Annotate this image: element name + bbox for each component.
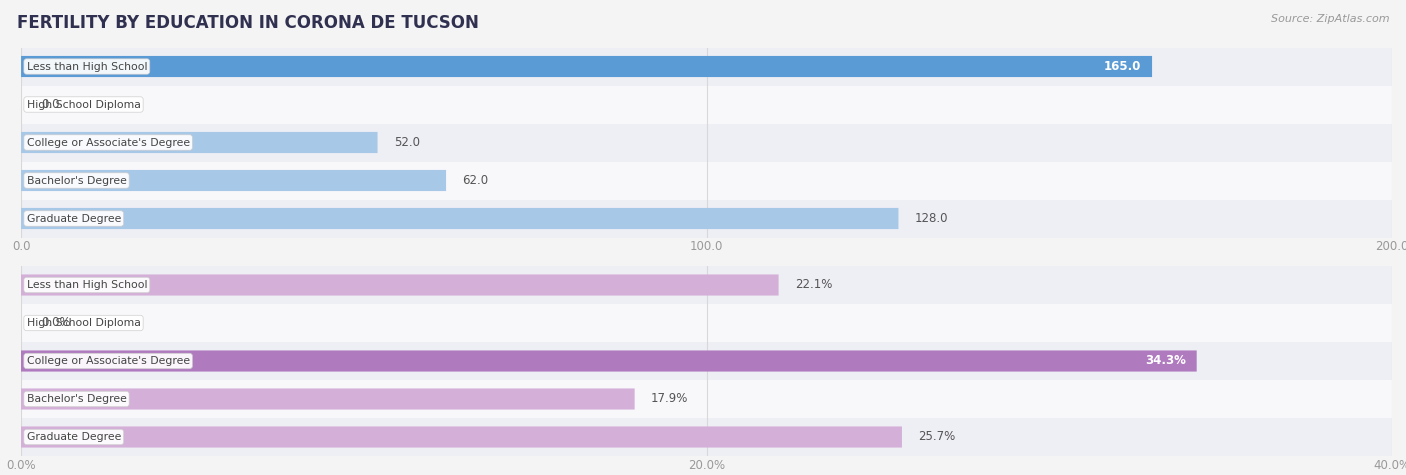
Text: College or Associate's Degree: College or Associate's Degree <box>27 356 190 366</box>
Text: FERTILITY BY EDUCATION IN CORONA DE TUCSON: FERTILITY BY EDUCATION IN CORONA DE TUCS… <box>17 14 479 32</box>
Text: Source: ZipAtlas.com: Source: ZipAtlas.com <box>1271 14 1389 24</box>
FancyBboxPatch shape <box>21 208 898 229</box>
Text: College or Associate's Degree: College or Associate's Degree <box>27 137 190 148</box>
Text: 22.1%: 22.1% <box>794 278 832 292</box>
Bar <box>21 418 1392 456</box>
Bar <box>21 124 1392 162</box>
Text: Bachelor's Degree: Bachelor's Degree <box>27 394 127 404</box>
Text: Less than High School: Less than High School <box>27 61 148 72</box>
Bar <box>21 200 1392 238</box>
Text: 34.3%: 34.3% <box>1144 354 1185 368</box>
Text: 128.0: 128.0 <box>915 212 949 225</box>
Bar <box>21 304 1392 342</box>
FancyBboxPatch shape <box>21 351 1197 371</box>
Text: Graduate Degree: Graduate Degree <box>27 213 121 224</box>
Text: Graduate Degree: Graduate Degree <box>27 432 121 442</box>
Text: 0.0%: 0.0% <box>42 316 72 330</box>
Text: High School Diploma: High School Diploma <box>27 99 141 110</box>
Text: 0.0: 0.0 <box>42 98 60 111</box>
Text: Bachelor's Degree: Bachelor's Degree <box>27 175 127 186</box>
Bar <box>21 266 1392 304</box>
FancyBboxPatch shape <box>21 56 1152 77</box>
FancyBboxPatch shape <box>21 170 446 191</box>
Text: 52.0: 52.0 <box>394 136 420 149</box>
Bar <box>21 162 1392 199</box>
Text: 165.0: 165.0 <box>1104 60 1142 73</box>
FancyBboxPatch shape <box>21 132 378 153</box>
Text: Less than High School: Less than High School <box>27 280 148 290</box>
Text: High School Diploma: High School Diploma <box>27 318 141 328</box>
Text: 62.0: 62.0 <box>463 174 489 187</box>
Bar <box>21 380 1392 418</box>
Bar <box>21 48 1392 86</box>
FancyBboxPatch shape <box>21 275 779 295</box>
Text: 25.7%: 25.7% <box>918 430 956 444</box>
Bar <box>21 86 1392 124</box>
Bar <box>21 342 1392 380</box>
Text: 17.9%: 17.9% <box>651 392 689 406</box>
FancyBboxPatch shape <box>21 389 634 409</box>
FancyBboxPatch shape <box>21 427 903 447</box>
